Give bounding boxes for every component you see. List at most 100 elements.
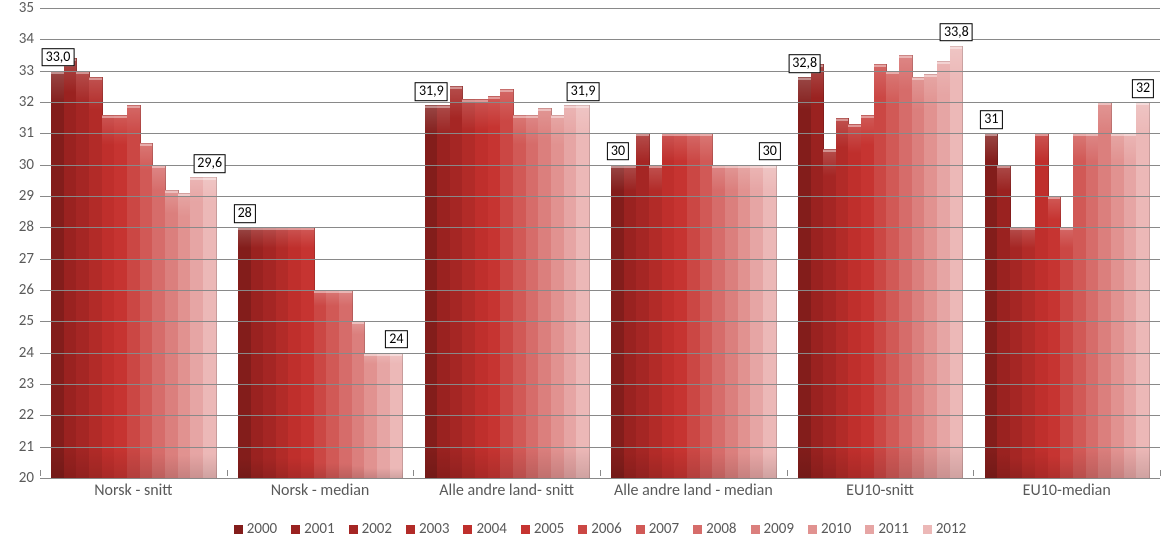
bar — [425, 105, 439, 478]
legend-item: 2002 — [349, 520, 392, 538]
x-axis: Norsk - snittNorsk - medianAlle andre la… — [40, 478, 1160, 520]
ytick-label: 32 — [4, 93, 34, 111]
data-label: 32,8 — [788, 54, 821, 73]
bars — [798, 8, 962, 478]
bar — [526, 115, 540, 478]
bars — [611, 8, 775, 478]
bar — [140, 143, 154, 478]
bar — [89, 77, 103, 478]
bar — [551, 115, 565, 478]
data-label: 31,9 — [415, 82, 448, 101]
bar — [203, 177, 217, 478]
legend-swatch — [521, 525, 530, 534]
legend-item: 2000 — [234, 520, 277, 538]
gridline — [40, 39, 1160, 40]
x-axis-label: Alle andre land - median — [600, 478, 787, 520]
ytick-label: 23 — [4, 375, 34, 393]
legend-label: 2005 — [534, 520, 564, 538]
data-label: 33,0 — [42, 48, 75, 67]
ytick-label: 20 — [4, 469, 34, 487]
bars — [425, 8, 589, 478]
legend-swatch — [406, 525, 415, 534]
bar-group — [227, 8, 414, 478]
x-axis-label: Norsk - snitt — [40, 478, 227, 520]
legend: 2000200120022003200420052006200720082009… — [40, 520, 1160, 538]
ytick-label: 29 — [4, 187, 34, 205]
x-axis-label: Norsk - median — [227, 478, 414, 520]
bar — [1111, 133, 1125, 478]
x-tick-mark — [413, 470, 414, 476]
data-label: 31 — [980, 111, 1002, 130]
x-tick-mark — [600, 470, 601, 476]
legend-swatch — [234, 525, 243, 534]
bar — [165, 190, 179, 478]
bar-group — [787, 8, 974, 478]
legend-label: 2003 — [419, 520, 449, 538]
legend-item: 2003 — [406, 520, 449, 538]
bar — [475, 99, 489, 478]
bar — [564, 105, 578, 478]
legend-item: 2001 — [291, 520, 334, 538]
bar-group — [413, 8, 600, 478]
bar — [437, 105, 451, 478]
bar — [114, 115, 128, 478]
bar — [576, 105, 590, 478]
gridline — [40, 259, 1160, 260]
legend-swatch — [636, 525, 645, 534]
data-label: 31,9 — [567, 82, 600, 101]
data-label: 29,6 — [193, 154, 226, 173]
bar — [1124, 133, 1138, 478]
bar — [798, 77, 812, 478]
x-tick-mark — [40, 470, 41, 476]
bar — [190, 177, 204, 478]
x-tick-mark — [973, 470, 974, 476]
bar — [700, 133, 714, 478]
gridline — [40, 71, 1160, 72]
ytick-label: 22 — [4, 406, 34, 424]
legend-swatch — [693, 525, 702, 534]
gridline — [40, 290, 1160, 291]
bar — [1073, 133, 1087, 478]
ytick-label: 26 — [4, 281, 34, 299]
bar-groups — [40, 8, 1160, 478]
bar — [1048, 196, 1062, 478]
gridline — [40, 415, 1160, 416]
bar — [178, 193, 192, 478]
ytick-label: 35 — [4, 0, 34, 17]
bar — [950, 46, 964, 478]
ytick-label: 30 — [4, 156, 34, 174]
bar — [1035, 133, 1049, 478]
bar — [488, 96, 502, 478]
bar — [861, 115, 875, 478]
legend-item: 2011 — [865, 520, 908, 538]
legend-label: 2007 — [649, 520, 679, 538]
ytick-label: 25 — [4, 312, 34, 330]
legend-swatch — [865, 525, 874, 534]
legend-swatch — [578, 525, 587, 534]
bar — [102, 115, 116, 478]
data-label: 30 — [759, 142, 781, 161]
legend-label: 2000 — [247, 520, 277, 538]
legend-swatch — [751, 525, 760, 534]
gridline — [40, 8, 1160, 9]
bar — [462, 99, 476, 478]
x-axis-label: Alle andre land- snitt — [413, 478, 600, 520]
legend-item: 2010 — [808, 520, 851, 538]
bar — [912, 77, 926, 478]
bar — [127, 105, 141, 478]
bar — [500, 89, 514, 478]
bar — [352, 321, 366, 478]
legend-label: 2006 — [591, 520, 621, 538]
bar — [674, 133, 688, 478]
legend-item: 2004 — [463, 520, 506, 538]
bar — [450, 86, 464, 478]
legend-label: 2009 — [764, 520, 794, 538]
ytick-label: 27 — [4, 250, 34, 268]
bar — [51, 71, 65, 478]
bar — [985, 133, 999, 478]
data-label: 24 — [385, 330, 407, 349]
bar — [924, 74, 938, 478]
bar — [836, 118, 850, 478]
bar — [662, 133, 676, 478]
legend-label: 2012 — [936, 520, 966, 538]
